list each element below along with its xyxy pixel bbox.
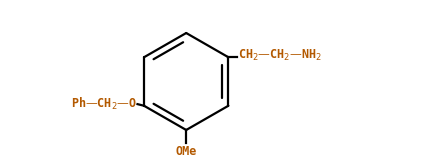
Text: CH$_2$—CH$_2$—NH$_2$: CH$_2$—CH$_2$—NH$_2$: [238, 48, 322, 63]
Text: Ph—CH$_2$—O: Ph—CH$_2$—O: [71, 96, 137, 112]
Text: OMe: OMe: [176, 145, 197, 157]
